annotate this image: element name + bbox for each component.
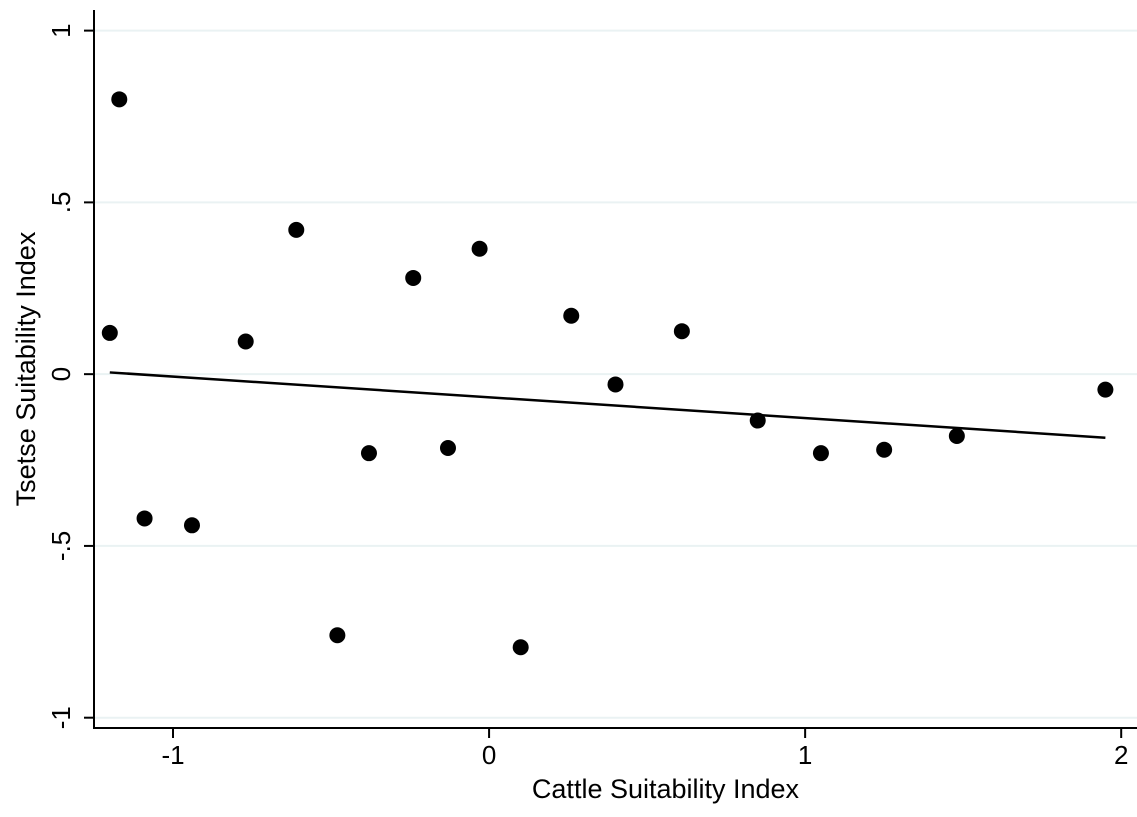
- fit-line: [109, 371, 1106, 439]
- data-point: [360, 445, 377, 462]
- data-point: [183, 517, 200, 534]
- y-axis-title: Tsetse Suitability Index: [11, 231, 41, 506]
- data-point: [136, 510, 153, 527]
- data-point: [812, 445, 829, 462]
- data-point: [512, 639, 529, 656]
- x-axis-title: Cattle Suitability Index: [532, 774, 800, 804]
- x-tick-label: 0: [482, 740, 496, 770]
- data-point: [329, 627, 346, 644]
- fit-line-layer: [109, 371, 1106, 439]
- data-point: [237, 333, 254, 350]
- data-point: [405, 269, 422, 286]
- axes: [84, 10, 1137, 738]
- tick-labels: 1 .5 0 -.5 -1 -1 0 1 2: [46, 23, 1128, 770]
- y-tick-label: -.5: [46, 531, 76, 561]
- data-point: [948, 427, 965, 444]
- data-point: [101, 324, 118, 341]
- data-points: [101, 91, 1114, 656]
- data-point: [563, 307, 580, 324]
- y-tick-label: 1: [46, 23, 76, 37]
- y-tick-label: -1: [46, 706, 76, 729]
- data-point: [876, 441, 893, 458]
- y-tick-label: .5: [46, 192, 76, 214]
- y-tick-label: 0: [46, 367, 76, 381]
- data-point: [1097, 381, 1114, 398]
- x-tick-label: -1: [161, 740, 184, 770]
- data-point: [111, 91, 128, 108]
- x-tick-label: 2: [1114, 740, 1128, 770]
- data-point: [439, 440, 456, 457]
- data-point: [288, 221, 305, 238]
- data-point: [471, 240, 488, 257]
- data-point: [607, 376, 624, 393]
- data-point: [673, 323, 690, 340]
- grid-lines: [94, 29, 1137, 719]
- x-tick-label: 1: [798, 740, 812, 770]
- data-point: [749, 412, 766, 429]
